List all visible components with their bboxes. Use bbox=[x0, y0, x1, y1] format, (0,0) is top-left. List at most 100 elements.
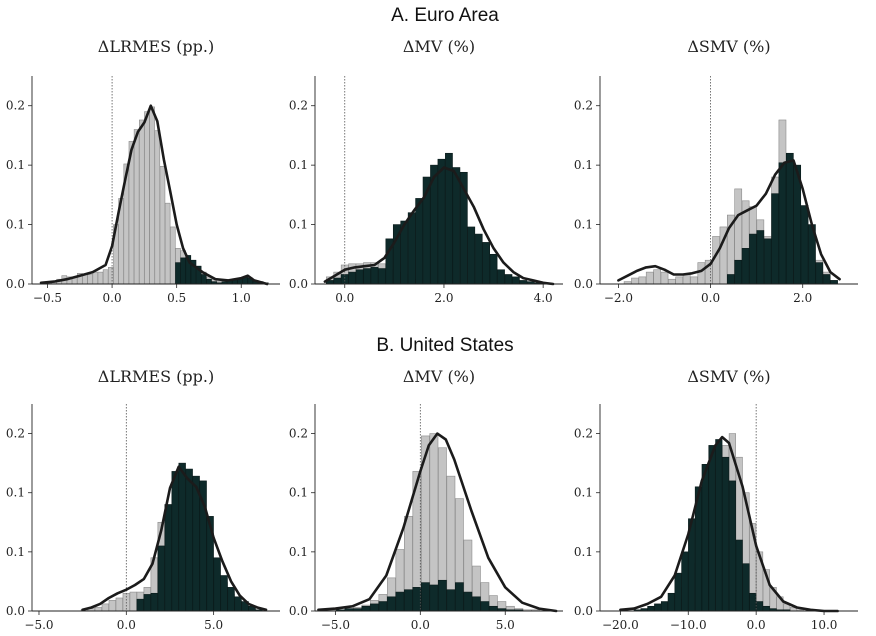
bar-light bbox=[429, 433, 439, 612]
bar-light bbox=[631, 277, 639, 285]
density-curve bbox=[617, 159, 841, 282]
x-tick-label: 2.0 bbox=[793, 291, 812, 305]
panel-4: ΔLRMES (pp.)0.00.10.10.2−5.0 0.0 5.0 bbox=[6, 367, 280, 632]
bar-light bbox=[92, 271, 99, 285]
y-tick-label: 0.1 bbox=[289, 486, 308, 500]
bar-dark bbox=[415, 198, 424, 285]
panel-5: ΔMV (%) 0.0 0.1 0.1 0.2 −5.0 0.0 5.0 bbox=[289, 367, 563, 632]
bar-dark bbox=[830, 280, 838, 285]
bar-dark bbox=[404, 589, 413, 612]
panel-title: ΔSMV (%) bbox=[687, 367, 770, 386]
bar-light bbox=[660, 271, 669, 285]
bar-dark bbox=[674, 572, 682, 612]
bar-dark bbox=[763, 238, 772, 285]
bar-dark bbox=[412, 587, 422, 612]
bar-dark bbox=[512, 276, 520, 285]
bar-light bbox=[638, 276, 647, 285]
panels: ΔLRMES (pp.) 0.0 0.1 0.1 0.2 −0.5 0.0 0.5 1.0 ΔMV… bbox=[6, 37, 858, 632]
y-tick-label: 0.1 bbox=[289, 218, 308, 232]
bar-dark bbox=[378, 268, 386, 285]
y-tick-label: 0.2 bbox=[6, 427, 25, 441]
bar-light bbox=[668, 278, 676, 285]
bar-light bbox=[108, 600, 116, 612]
bar-light bbox=[697, 262, 706, 285]
bar-light bbox=[164, 202, 171, 285]
bar-dark bbox=[471, 596, 481, 612]
x-tick-label: −5.0 bbox=[24, 618, 53, 632]
bar-light bbox=[149, 106, 155, 285]
y-tick-label: 0.1 bbox=[574, 486, 593, 500]
bar-dark bbox=[363, 268, 371, 285]
bar-dark bbox=[742, 563, 750, 612]
bar-dark bbox=[497, 269, 505, 285]
bar-dark bbox=[722, 456, 730, 612]
panel-title: ΔMV (%) bbox=[403, 37, 475, 56]
bar-dark bbox=[519, 280, 528, 285]
panel-title: ΔMV (%) bbox=[403, 367, 475, 386]
bar-dark bbox=[333, 277, 342, 285]
density-curve bbox=[619, 435, 839, 613]
x-tick-label: 0.0 bbox=[411, 618, 430, 632]
bar-dark bbox=[749, 592, 757, 612]
y-tick-label: 0.1 bbox=[6, 158, 25, 172]
bar-dark bbox=[446, 589, 456, 612]
bar-dark bbox=[708, 445, 716, 612]
bar-light bbox=[653, 269, 661, 285]
y-tick-label: 0.0 bbox=[6, 277, 25, 291]
bar-dark bbox=[220, 575, 228, 612]
bar-dark bbox=[429, 584, 439, 612]
bar-light bbox=[102, 269, 109, 285]
bar-dark bbox=[348, 271, 357, 285]
bar-dark bbox=[175, 262, 181, 285]
bar-light bbox=[690, 276, 698, 285]
bar-dark bbox=[667, 592, 675, 612]
bar-dark bbox=[785, 152, 794, 285]
bar-dark bbox=[715, 439, 723, 612]
bar-dark bbox=[727, 274, 735, 285]
bar-light bbox=[139, 119, 145, 285]
y-tick-label: 0.0 bbox=[574, 277, 593, 291]
bar-dark bbox=[437, 158, 446, 285]
bar-light bbox=[682, 274, 691, 285]
bar-dark bbox=[660, 601, 669, 612]
bar-dark bbox=[482, 242, 490, 285]
bar-dark bbox=[213, 557, 221, 612]
bar-dark bbox=[355, 269, 364, 285]
x-tick-label: 0.0 bbox=[747, 618, 766, 632]
y-tick-label: 0.1 bbox=[6, 218, 25, 232]
y-tick-label: 0.2 bbox=[574, 99, 593, 113]
x-tick-label: 0.0 bbox=[701, 291, 720, 305]
x-tick-label: −5.0 bbox=[321, 618, 350, 632]
bar-dark bbox=[192, 475, 200, 612]
y-tick-label: 0.0 bbox=[289, 604, 308, 618]
bar-dark bbox=[467, 226, 476, 285]
bar-dark bbox=[340, 274, 349, 285]
bar-dark bbox=[361, 605, 371, 612]
y-tick-label: 0.2 bbox=[289, 99, 308, 113]
x-tick-label: 0.5 bbox=[167, 291, 186, 305]
bar-light bbox=[645, 271, 654, 285]
bar-dark bbox=[756, 230, 765, 285]
bar-dark bbox=[480, 601, 490, 612]
bar-dark bbox=[822, 274, 831, 285]
x-tick-label: 10.0 bbox=[811, 618, 838, 632]
y-tick-label: 0.1 bbox=[6, 545, 25, 559]
bar-dark bbox=[755, 601, 764, 612]
bar-light bbox=[94, 607, 103, 612]
bar-light bbox=[97, 271, 104, 285]
bar-dark bbox=[227, 587, 235, 612]
bar-dark bbox=[395, 591, 405, 612]
bar-dark bbox=[452, 167, 461, 285]
panel-6: ΔSMV (%) 0.0 0.1 0.1 0.2 −20.0 −10.0 0.0 10.0 bbox=[574, 367, 858, 632]
bar-dark bbox=[489, 253, 498, 285]
y-tick-label: 0.0 bbox=[6, 604, 25, 618]
bar-light bbox=[129, 591, 137, 612]
bar-dark bbox=[815, 262, 824, 285]
bar-dark bbox=[771, 193, 779, 285]
bar-dark bbox=[455, 582, 464, 612]
bar-dark bbox=[171, 471, 179, 612]
bar-dark bbox=[463, 591, 473, 612]
section-title-euro-area: A. Euro Area bbox=[391, 5, 499, 26]
x-tick-label: 2.0 bbox=[434, 291, 453, 305]
bar-dark bbox=[206, 278, 212, 285]
